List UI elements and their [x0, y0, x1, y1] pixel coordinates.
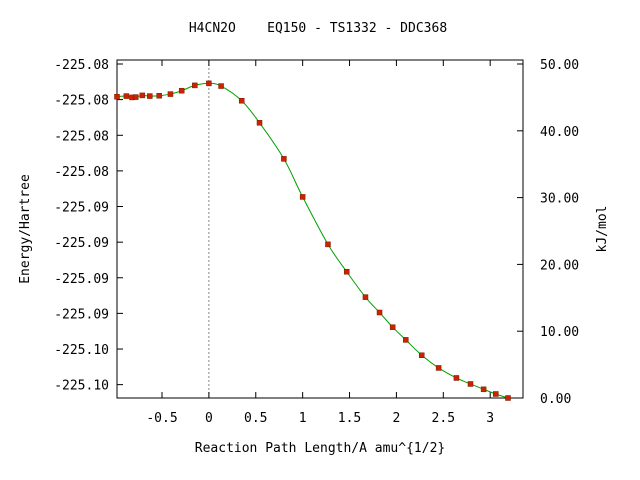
- data-point: [325, 241, 331, 248]
- data-point: [147, 93, 153, 99]
- y-left-axis-ticks: -225.10 -225.10 -225.09 -225.09 -225.09 -225.…: [54, 58, 123, 394]
- x-tick-label: -0.5: [146, 411, 177, 426]
- data-point: [114, 93, 120, 100]
- data-point: [178, 87, 185, 94]
- data-point: [139, 92, 146, 99]
- y-left-tick-label: -225.09: [54, 307, 109, 322]
- x-tick-label: 0.5: [244, 411, 267, 426]
- data-point: [467, 381, 474, 387]
- x-tick-label: 2: [393, 411, 401, 426]
- y-axis-label: Energy/Hartree: [18, 174, 33, 284]
- y-left-tick-label: -225.09: [54, 200, 109, 215]
- y-left-tick-label: -225.10: [54, 379, 109, 394]
- y-right-tick-label: 0.00: [540, 392, 571, 407]
- data-point: [218, 83, 224, 89]
- data-point: [435, 365, 442, 371]
- data-point: [123, 93, 130, 99]
- data-point: [167, 91, 174, 97]
- data-point: [256, 120, 263, 126]
- x-axis-label: Reaction Path Length/A amu^{1/2}: [195, 441, 445, 456]
- data-point: [376, 309, 383, 316]
- data-point: [192, 82, 198, 89]
- x-tick-label: 0: [205, 411, 213, 426]
- x-tick-label: 1: [299, 411, 307, 426]
- y-left-tick-label: -225.08: [54, 58, 109, 73]
- data-point: [493, 391, 499, 397]
- y-left-tick-label: -225.08: [54, 165, 109, 180]
- y-left-tick-label: -225.08: [54, 129, 109, 144]
- x-tick-label: 1.5: [338, 411, 361, 426]
- data-point: [133, 94, 139, 100]
- y-left-tick-label: -225.09: [54, 236, 109, 251]
- plot-frame: [116, 59, 524, 399]
- y-left-tick-label: -225.10: [54, 343, 109, 358]
- x-tick-label: 2.5: [432, 411, 455, 426]
- y-right-tick-label: 30.00: [540, 192, 579, 207]
- data-point: [403, 337, 409, 343]
- y-left-tick-label: -225.08: [54, 94, 109, 109]
- y-right-tick-label: 40.00: [540, 125, 579, 140]
- series-points: [114, 80, 511, 401]
- data-point: [238, 97, 245, 104]
- y-right-axis-ticks: 0.00 10.00 20.00 30.00 40.00 50.00: [517, 58, 579, 407]
- data-point: [453, 375, 460, 381]
- data-point: [206, 80, 212, 87]
- data-point: [505, 395, 511, 401]
- data-point: [343, 269, 350, 275]
- y-right-tick-label: 50.00: [540, 58, 579, 73]
- data-point: [389, 324, 396, 330]
- y-right-tick-label: 20.00: [540, 258, 579, 273]
- data-point: [299, 194, 306, 200]
- chart-title: H4CN2O EQ150 - TS1332 - DDC368: [189, 21, 447, 36]
- y-left-tick-label: -225.09: [54, 272, 109, 287]
- data-point: [281, 156, 287, 162]
- y-right-tick-label: 10.00: [540, 325, 579, 340]
- x-tick-label: 3: [486, 411, 494, 426]
- data-point: [480, 386, 487, 393]
- data-point: [156, 92, 162, 99]
- data-point: [362, 294, 369, 300]
- series-line: [116, 82, 509, 399]
- data-point: [418, 352, 425, 358]
- y2-axis-label: kJ/mol: [595, 206, 610, 253]
- x-axis-ticks: -0.5 0 0.5 1 1.5 2 2.5 3: [146, 60, 494, 426]
